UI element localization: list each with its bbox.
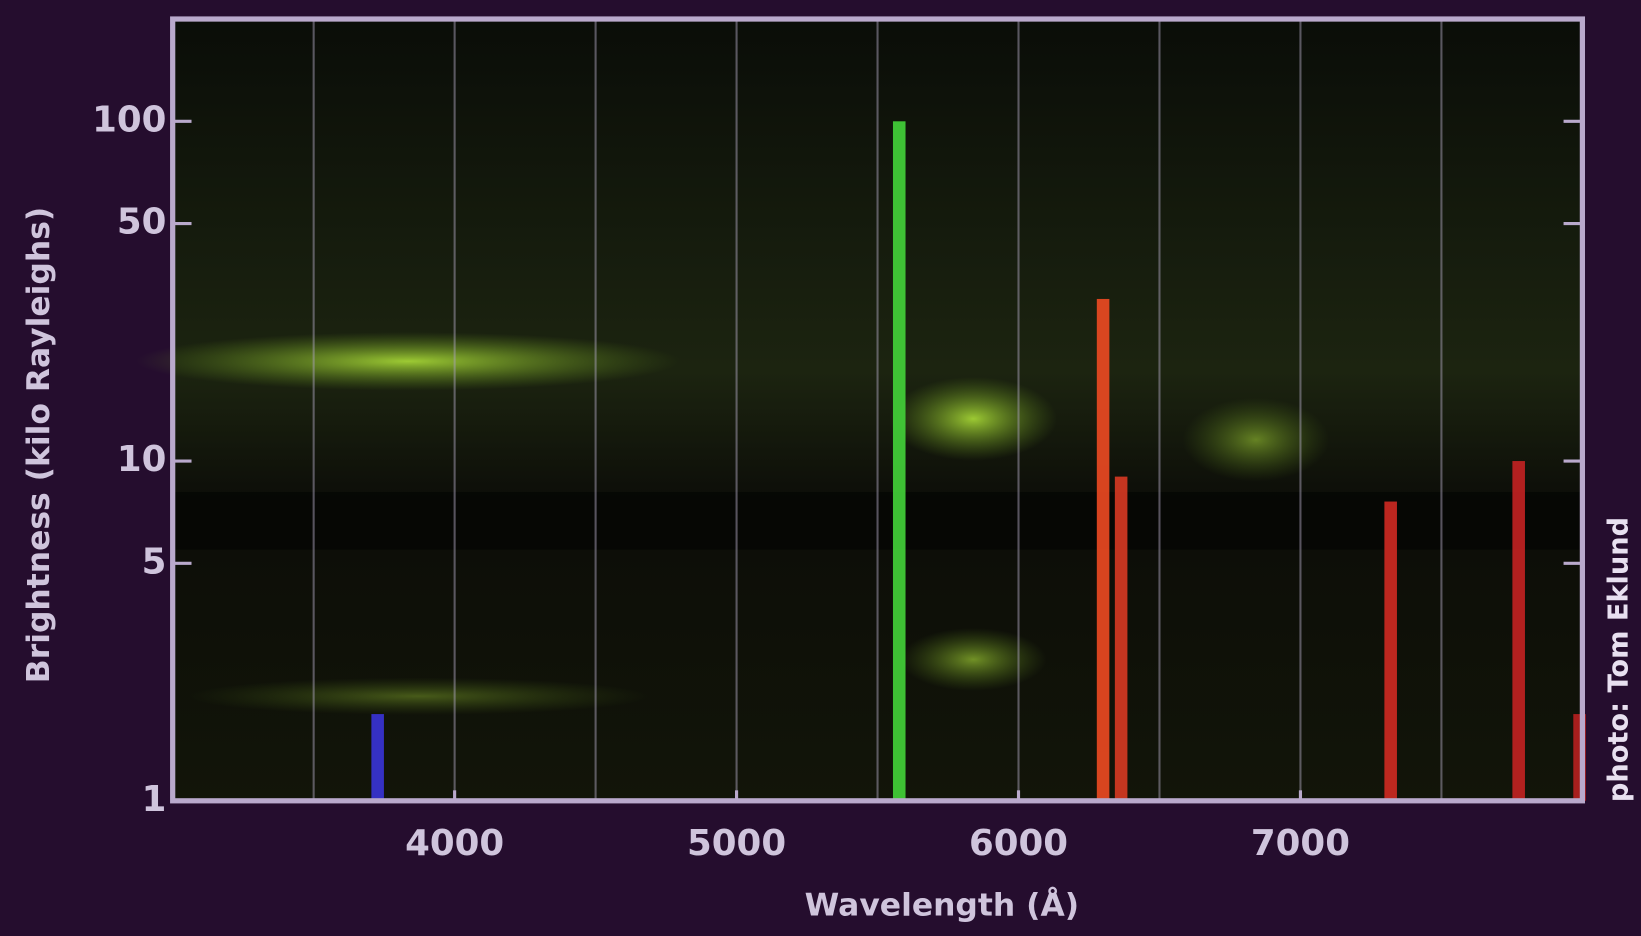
y-tick-label: 100 [92,99,166,140]
emission-line [893,121,906,801]
x-tick-label: 7000 [1251,823,1350,864]
y-tick-label: 50 [117,202,167,243]
y-tick-label: 10 [117,439,167,480]
y-axis-label: Brightness (kilo Rayleighs) [21,207,57,683]
aurora-reflection [900,628,1047,691]
aurora-band [136,332,680,391]
aurora-reflection [188,677,648,715]
page: Wavelength (Å) Brightness (kilo Rayleigh… [0,0,1641,936]
y-tick-label: 5 [142,541,167,582]
y-tick-label: 1 [142,779,167,820]
x-tick-label: 4000 [405,823,504,864]
x-axis-label: Wavelength (Å) [805,886,1079,924]
emission-line [371,714,384,801]
emission-line [1097,299,1110,801]
x-tick-label: 6000 [969,823,1068,864]
chart: Wavelength (Å) Brightness (kilo Rayleigh… [0,0,1641,936]
aurora-band [890,377,1057,461]
x-tick-label: 5000 [687,823,786,864]
emission-line [1115,477,1128,801]
photo-credit: photo: Tom Eklund [1604,517,1635,802]
emission-line [1384,502,1397,801]
emission-line [1512,461,1525,801]
aurora-band [1183,398,1330,482]
